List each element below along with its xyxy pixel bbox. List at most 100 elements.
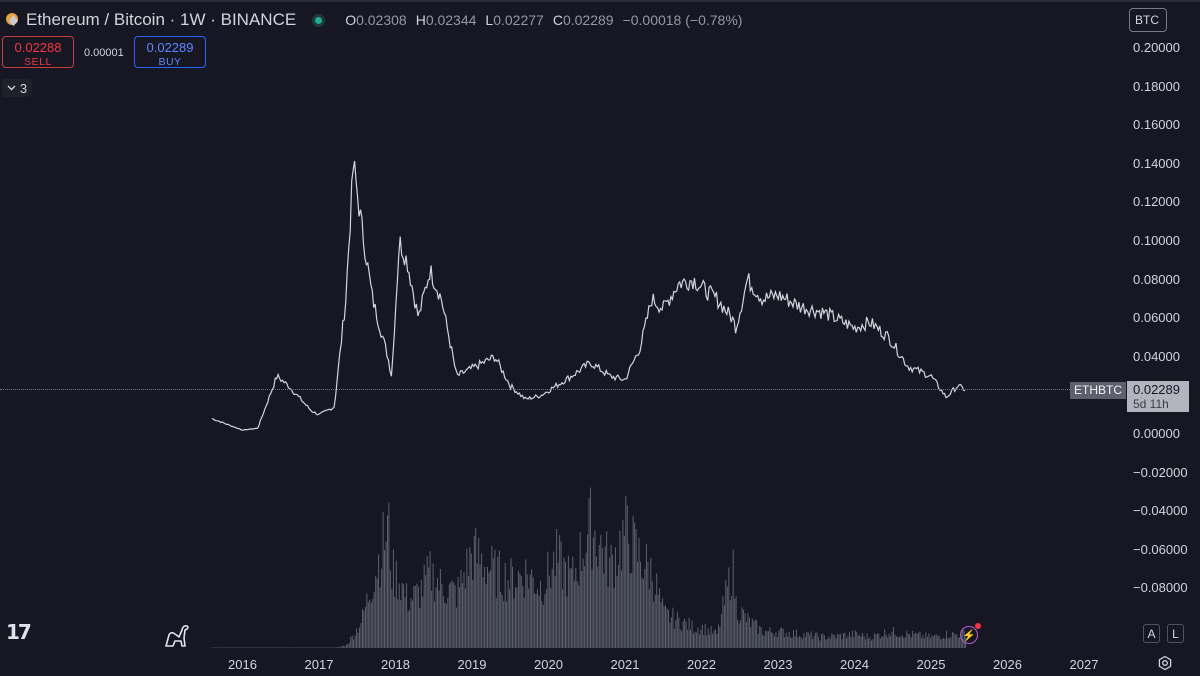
volume-bar <box>876 633 878 648</box>
volume-bar <box>238 647 240 648</box>
volume-bar <box>475 528 477 648</box>
volume-bar <box>259 647 260 648</box>
volume-bar <box>400 600 402 648</box>
volume-bar <box>851 630 853 648</box>
volume-bar <box>357 632 359 648</box>
volume-bar <box>931 635 933 648</box>
volume-bar <box>670 617 672 648</box>
volume-bar <box>847 636 849 648</box>
volume-bar <box>763 635 765 648</box>
volume-bar <box>894 634 896 648</box>
volume-bar <box>950 637 952 648</box>
indicators-toggle[interactable]: 3 <box>2 79 32 97</box>
volume-bar <box>526 574 528 648</box>
volume-bar <box>556 529 558 648</box>
year-tick-label: 2026 <box>993 657 1022 672</box>
volume-bar <box>793 630 794 648</box>
volume-bar <box>537 589 538 648</box>
volume-bar <box>239 647 241 648</box>
volume-bar <box>492 558 494 648</box>
volume-bar <box>613 587 615 648</box>
volume-bar <box>367 602 369 648</box>
volume-bar <box>675 620 677 648</box>
volume-bar <box>838 634 840 648</box>
volume-bar <box>272 647 274 648</box>
volume-bar <box>712 633 714 648</box>
volume-bar <box>338 646 340 648</box>
volume-bar <box>453 582 455 648</box>
volume-bar <box>823 635 825 648</box>
volume-bar <box>738 623 740 648</box>
volume-bar <box>720 614 722 648</box>
log-scale-button[interactable]: L <box>1167 624 1184 643</box>
volume-bar <box>264 647 266 648</box>
price-tick-label: 0.04000 <box>1133 348 1180 364</box>
tradingview-logo-icon[interactable]: 17 <box>6 620 32 644</box>
volume-bar <box>289 647 291 648</box>
volume-bar <box>329 647 331 648</box>
price-tick-label: −0.06000 <box>1133 541 1188 557</box>
volume-bar <box>541 601 543 648</box>
gear-icon[interactable] <box>1157 655 1173 671</box>
volume-bar <box>903 638 905 648</box>
volume-bar <box>747 613 749 648</box>
volume-bar <box>235 647 237 648</box>
volume-bar <box>554 575 556 648</box>
sell-button[interactable]: 0.02288 SELL <box>2 36 74 68</box>
volume-bar <box>669 622 671 648</box>
volume-bar <box>313 647 315 648</box>
volume-bar <box>570 568 572 648</box>
volume-bar <box>441 583 443 648</box>
volume-bar <box>616 576 618 648</box>
volume-bar <box>725 580 727 648</box>
volume-bar <box>319 647 321 648</box>
symbol-title[interactable]: Ethereum / Bitcoin · 1W · BINANCE <box>26 10 297 29</box>
market-status-icon[interactable] <box>312 13 326 27</box>
currency-button[interactable]: BTC <box>1129 8 1167 32</box>
last-price-line <box>0 389 1070 390</box>
volume-bar <box>389 570 391 648</box>
volume-bar <box>954 634 956 648</box>
year-tick-label: 2021 <box>610 657 640 672</box>
volume-bar <box>223 647 225 648</box>
volume-bar <box>756 620 758 648</box>
volume-bar <box>301 647 303 648</box>
volume-bar <box>328 647 330 648</box>
year-tick-label: 2017 <box>304 657 334 672</box>
dinosaur-icon[interactable] <box>163 622 191 648</box>
volume-bar <box>407 611 409 648</box>
volume-bar <box>251 647 253 648</box>
volume-bar <box>875 634 877 648</box>
volume-bar <box>809 634 811 648</box>
price-tick-label: −0.04000 <box>1133 503 1188 519</box>
flash-icon[interactable]: ⚡ <box>960 623 981 644</box>
volume-bar <box>923 638 925 648</box>
volume-bar <box>688 617 690 648</box>
volume-bar <box>898 637 900 648</box>
volume-bar <box>387 515 388 648</box>
volume-bar <box>579 532 581 648</box>
volume-bar <box>648 589 650 648</box>
volume-bar <box>398 583 400 648</box>
volume-bar <box>673 628 675 648</box>
buy-button[interactable]: 0.02289 BUY <box>134 36 206 68</box>
volume-bar <box>488 572 490 648</box>
volume-bar <box>881 636 883 648</box>
year-tick-label: 2018 <box>381 657 410 672</box>
symbol-price-tag: ETHBTC <box>1070 382 1126 399</box>
volume-bar <box>803 633 805 648</box>
volume-bar <box>587 534 588 648</box>
volume-bar <box>795 629 797 648</box>
volume-bar <box>394 596 396 648</box>
volume-bar <box>597 566 599 648</box>
volume-bar <box>695 632 697 648</box>
volume-bar <box>282 647 284 648</box>
volume-bar <box>429 551 431 648</box>
auto-scale-button[interactable]: A <box>1143 624 1160 643</box>
volume-bar <box>528 588 530 648</box>
volume-bar <box>956 634 958 648</box>
volume-bar <box>606 531 608 648</box>
volume-bar <box>413 585 415 648</box>
volume-bar <box>479 564 481 648</box>
